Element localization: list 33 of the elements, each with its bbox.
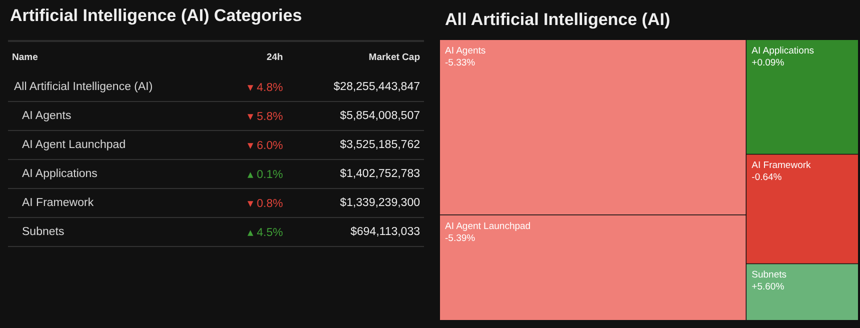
category-label: Subnets bbox=[752, 270, 787, 281]
data-label: $5,854,008,507 bbox=[340, 110, 420, 122]
text: -5.33% bbox=[445, 58, 476, 68]
category-label: AI Applications bbox=[752, 46, 814, 56]
text: +5.60% bbox=[752, 282, 785, 293]
data-label: $694,113,033 bbox=[350, 226, 420, 238]
data-label: $28,255,443,847 bbox=[334, 81, 420, 93]
text: Name bbox=[11, 51, 39, 65]
data-label: ▾ 6.0% bbox=[248, 140, 283, 152]
text: Artificial Intelligence (AI) Categories bbox=[10, 6, 303, 26]
data-label: ▴ 0.1% bbox=[248, 169, 283, 181]
category-label: AI Agent Launchpad bbox=[8, 130, 224, 160]
category-label: AI Framework bbox=[752, 160, 812, 172]
category-label: AI Agent Launchpad bbox=[445, 220, 531, 232]
text: -5.39% bbox=[445, 232, 476, 244]
text: 24h bbox=[266, 51, 284, 65]
data-label: ▴ 4.5% bbox=[248, 227, 283, 239]
data-label: ▾ 0.8% bbox=[248, 198, 283, 210]
text: All Artificial Intelligence (AI) bbox=[445, 10, 670, 29]
data-label: ▾ 5.8% bbox=[248, 111, 283, 123]
category-label: AI Agents bbox=[445, 46, 486, 56]
category-label: AI Framework bbox=[8, 188, 224, 218]
text: Market Cap bbox=[368, 51, 421, 65]
category-label: AI Applications bbox=[8, 160, 224, 188]
data-label: ▾ 4.8% bbox=[248, 82, 283, 94]
category-label: Subnets bbox=[8, 218, 224, 246]
text: -0.64% bbox=[752, 172, 782, 184]
text: +0.09% bbox=[752, 58, 785, 68]
data-label: $1,402,752,783 bbox=[340, 168, 420, 180]
data-label: $1,339,239,300 bbox=[340, 197, 420, 209]
data-label: $3,525,185,762 bbox=[340, 139, 420, 151]
category-label: All Artificial Intelligence (AI) bbox=[8, 73, 224, 102]
category-label: AI Agents bbox=[8, 102, 224, 130]
